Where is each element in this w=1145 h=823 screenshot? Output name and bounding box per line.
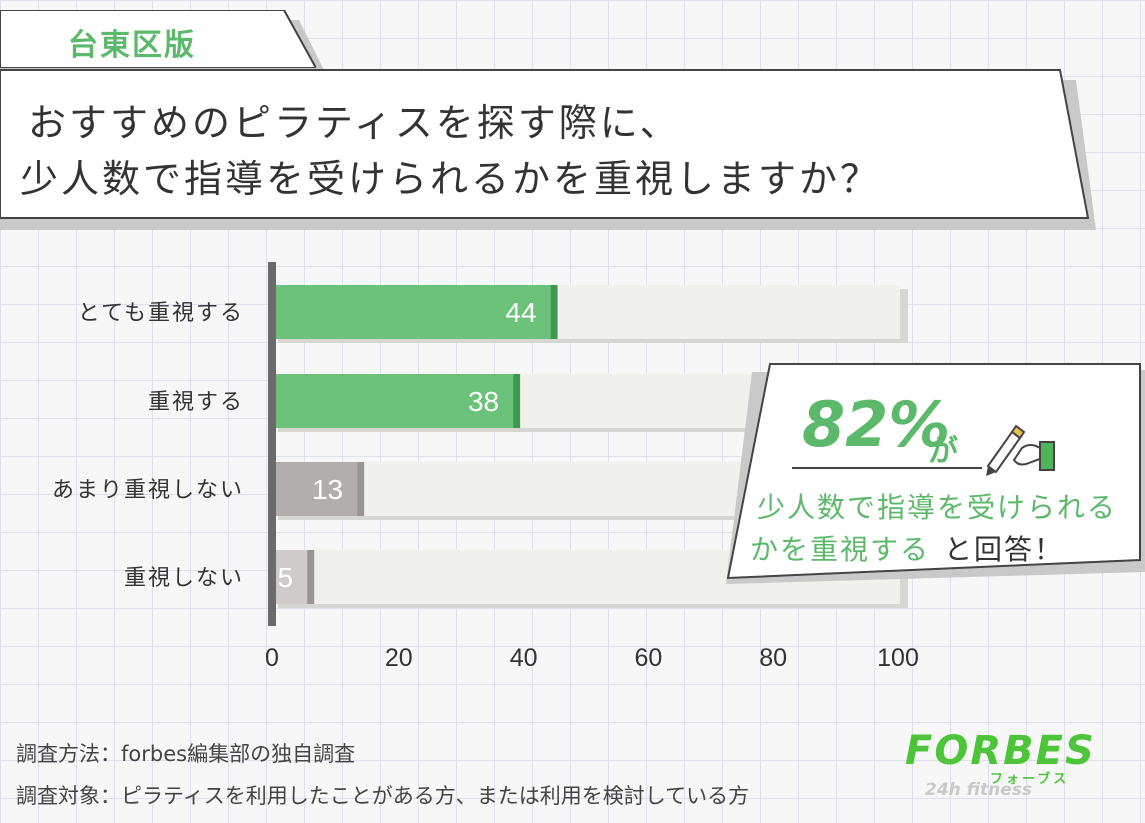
brand-logo-tagline: 24h fitness — [925, 780, 1033, 800]
region-tag-frame — [0, 10, 316, 68]
x-tick-label: 60 — [634, 644, 662, 672]
bar-edge — [357, 462, 365, 516]
pencil-icon — [986, 424, 1055, 476]
category-label: 重視する — [148, 390, 244, 415]
bar — [276, 462, 358, 516]
bar-edge — [513, 374, 521, 428]
title-band — [0, 69, 1096, 230]
region-tag: 台東区版 — [68, 28, 196, 63]
data-label: 13 — [312, 474, 343, 505]
callout-line2-rest: と回答！ — [944, 533, 1065, 566]
callout-line1: 少人数で指導を受けられる — [757, 491, 1118, 524]
bar-edge — [550, 285, 558, 339]
x-tick-label: 100 — [877, 644, 919, 672]
callout-suffix: が — [928, 434, 958, 469]
bar-edge — [307, 550, 315, 604]
callout-box — [726, 363, 1145, 584]
page-title-line2: 少人数で指導を受けられるかを重視しますか？ — [20, 157, 882, 201]
x-tick-label: 0 — [265, 644, 279, 672]
data-label: 38 — [468, 386, 499, 417]
brand-logo-kana: フォーブス — [990, 772, 1070, 787]
page-title-line1: おすすめのピラティスを探す際に、 — [28, 101, 681, 145]
x-tick-label: 20 — [385, 644, 413, 672]
bar — [276, 285, 551, 339]
category-label: 重視しない — [124, 566, 244, 591]
x-tick-label: 80 — [759, 644, 787, 672]
callout-line2-highlight: かを重視する — [750, 533, 931, 566]
bar — [276, 374, 514, 428]
data-label: 44 — [505, 297, 536, 328]
bar — [276, 550, 308, 604]
category-label: とても重視する — [78, 301, 244, 326]
y-axis-line — [268, 262, 276, 626]
x-tick-label: 40 — [510, 644, 538, 672]
data-label: 5 — [278, 562, 294, 593]
callout-percent: 82% — [802, 388, 951, 461]
category-label: あまり重視しない — [52, 478, 244, 503]
brand-logo: FORBES — [905, 728, 1096, 774]
survey-target: 調査対象：ピラティスを利用したことがある方、または利用を検討している方 — [16, 784, 750, 808]
survey-method: 調査方法：forbes編集部の独自調査 — [16, 742, 356, 766]
